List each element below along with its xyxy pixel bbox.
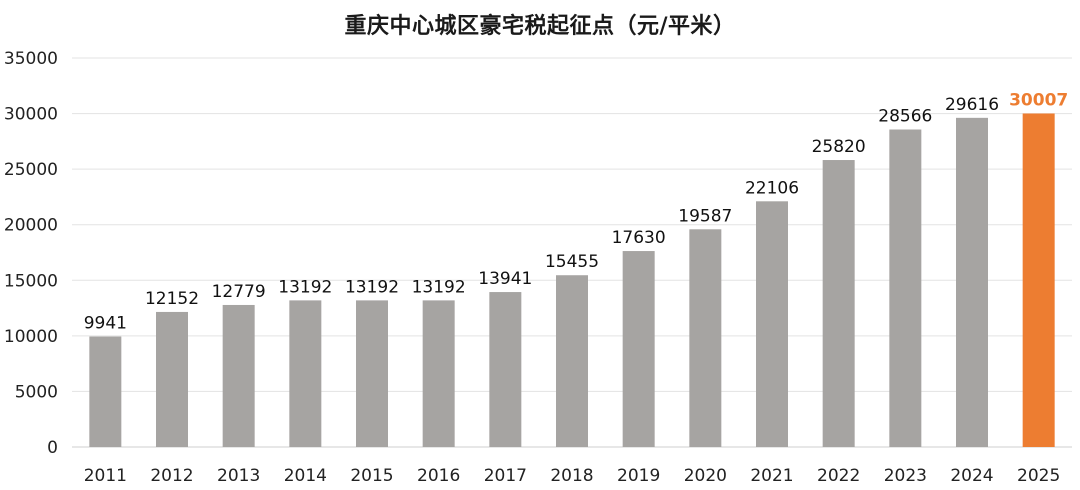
data-label-2012: 12152: [145, 289, 199, 309]
y-tick-label: 35000: [4, 49, 58, 69]
x-axis-ticks: 2011 2012 2013 2014 2015 2016 2017 2018 2019 2020…: [84, 466, 1061, 486]
data-label-2015: 13192: [345, 277, 399, 297]
chart-title: 重庆中心城区豪宅税起征点（元/平米）: [344, 14, 736, 39]
x-tick-label: 2019: [617, 466, 660, 486]
y-tick-label: 5000: [15, 382, 58, 402]
y-tick-label: 10000: [4, 327, 58, 347]
data-label-2013: 12779: [212, 282, 266, 302]
x-tick-label: 2011: [84, 466, 127, 486]
data-label-2020: 19587: [678, 206, 732, 226]
bar-2013: [222, 304, 255, 447]
bar-2023: [889, 129, 922, 447]
data-label-2019: 17630: [612, 228, 666, 248]
x-tick-label: 2022: [817, 466, 860, 486]
data-label-2018: 15455: [545, 252, 599, 272]
bar-2019: [622, 251, 655, 447]
x-tick-label: 2017: [484, 466, 527, 486]
y-tick-label: 15000: [4, 271, 58, 291]
bar-2021: [756, 201, 788, 447]
bar-2011: [89, 336, 122, 447]
data-labels: 9941 12152 12779 13192 13192 13192 13941 15455 1…: [84, 90, 1069, 333]
data-label-2025: 30007: [1009, 90, 1068, 110]
data-label-2011: 9941: [84, 314, 127, 334]
y-axis-ticks: 0 5000 10000 15000 20000 25000 30000 35000: [4, 49, 58, 458]
y-tick-label: 0: [47, 438, 58, 458]
x-tick-label: 2014: [284, 466, 327, 486]
x-tick-label: 2012: [150, 466, 193, 486]
x-tick-label: 2021: [750, 466, 793, 486]
data-label-2024: 29616: [945, 95, 999, 115]
bar-2017: [489, 292, 522, 447]
data-label-2016: 13192: [412, 277, 466, 297]
x-tick-label: 2024: [950, 466, 993, 486]
data-label-2023: 28566: [878, 107, 932, 127]
bar-2024: [956, 117, 988, 447]
bar-2016: [422, 300, 455, 447]
bar-2018: [556, 275, 588, 447]
y-tick-label: 30000: [4, 105, 58, 125]
bar-2012: [156, 311, 188, 447]
x-tick-label: 2020: [684, 466, 727, 486]
data-label-2022: 25820: [812, 137, 866, 157]
x-tick-label: 2023: [884, 466, 927, 486]
bar-2014: [289, 300, 322, 447]
bar-2015: [356, 300, 388, 447]
x-tick-label: 2025: [1017, 466, 1060, 486]
data-label-2017: 13941: [478, 269, 532, 289]
x-tick-label: 2016: [417, 466, 460, 486]
data-label-2021: 22106: [745, 178, 799, 198]
bar-2022: [822, 160, 855, 447]
x-tick-label: 2013: [217, 466, 260, 486]
y-tick-label: 20000: [4, 216, 58, 236]
data-label-2014: 13192: [278, 277, 332, 297]
y-tick-label: 25000: [4, 160, 58, 180]
bar-2025: [1022, 113, 1055, 448]
x-tick-label: 2018: [550, 466, 593, 486]
x-tick-label: 2015: [350, 466, 393, 486]
bar-2020: [689, 229, 722, 447]
bars: [89, 113, 1055, 448]
